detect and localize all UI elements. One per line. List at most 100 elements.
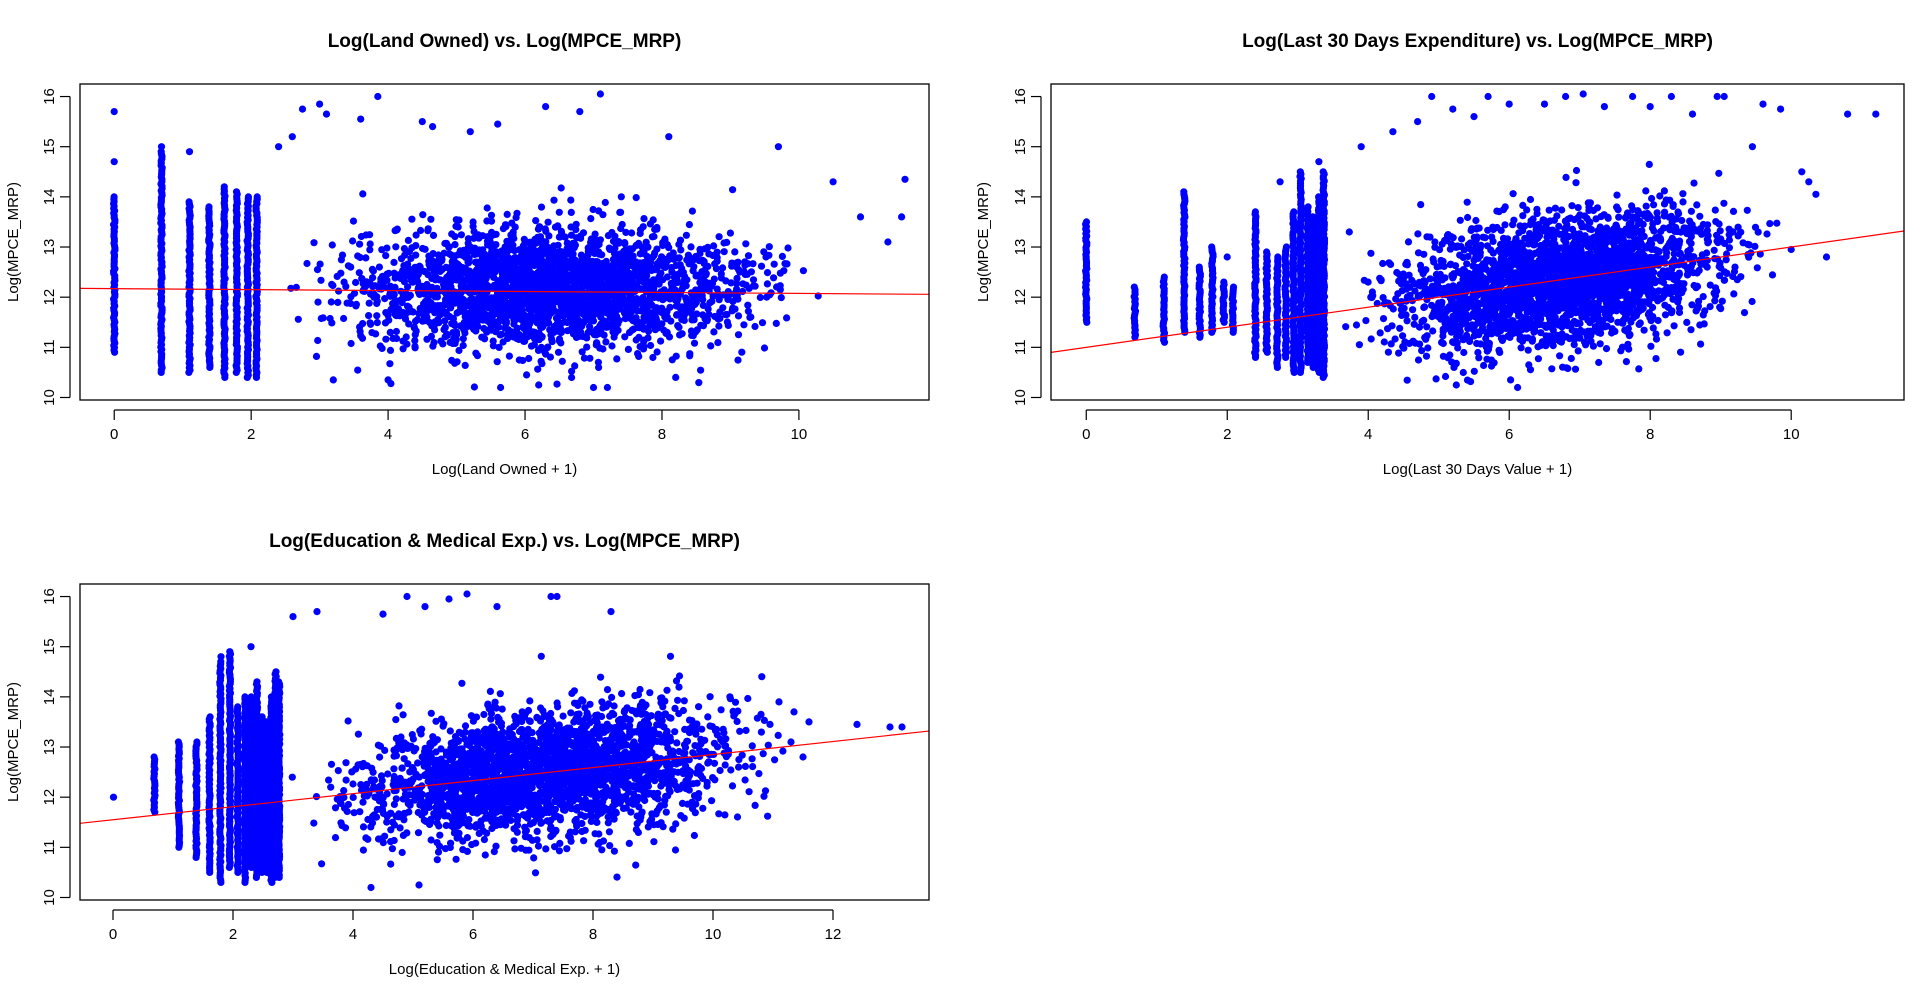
data-point — [483, 204, 491, 212]
data-point — [617, 305, 625, 313]
data-point — [586, 354, 594, 362]
data-point — [386, 346, 395, 354]
data-point — [489, 311, 497, 319]
data-point — [608, 289, 617, 297]
data-point — [338, 251, 347, 259]
data-point — [1629, 283, 1637, 291]
data-point — [1082, 218, 1091, 226]
data-point — [657, 337, 665, 345]
data-point — [708, 297, 716, 305]
data-point — [647, 341, 655, 350]
data-point — [551, 296, 559, 305]
data-point — [614, 251, 622, 259]
data-point — [512, 292, 520, 301]
data-point — [539, 243, 547, 251]
data-point — [1679, 190, 1687, 198]
data-point — [316, 100, 324, 108]
data-point — [510, 316, 518, 324]
data-point — [603, 383, 612, 392]
data-point — [429, 231, 438, 239]
data-point — [563, 239, 571, 247]
data-point — [470, 250, 479, 259]
data-point — [763, 280, 772, 288]
data-point — [778, 252, 787, 260]
data-point — [662, 329, 670, 338]
data-point — [584, 328, 592, 336]
data-point — [577, 328, 585, 336]
data-point — [428, 290, 436, 298]
data-point — [359, 190, 367, 198]
data-point — [633, 307, 642, 315]
x-tick-label: 6 — [521, 426, 529, 443]
data-point — [450, 334, 458, 343]
data-point — [510, 254, 519, 262]
data-point — [480, 273, 488, 282]
data-point — [784, 244, 792, 252]
data-point — [689, 256, 698, 264]
data-point — [621, 240, 629, 248]
data-point — [349, 237, 357, 245]
data-point — [594, 307, 602, 315]
data-point — [1734, 232, 1742, 240]
data-point — [763, 293, 771, 301]
data-point — [576, 298, 584, 306]
data-point — [729, 186, 737, 194]
data-point — [763, 269, 772, 277]
data-point — [1367, 249, 1375, 257]
data-point — [429, 123, 437, 131]
data-point — [714, 339, 722, 347]
data-point — [646, 220, 655, 228]
x-tick-label: 2 — [247, 426, 255, 443]
data-point — [576, 268, 584, 276]
data-point — [631, 265, 640, 273]
data-point — [722, 277, 730, 285]
data-point — [568, 367, 576, 375]
data-point — [504, 334, 512, 342]
data-point — [619, 252, 627, 260]
data-point — [534, 253, 543, 261]
data-point — [474, 294, 483, 302]
data-point — [711, 260, 719, 268]
data-point — [485, 326, 493, 334]
data-point — [381, 295, 389, 303]
data-point — [1458, 235, 1466, 243]
data-point — [433, 264, 441, 272]
data-point — [774, 143, 783, 151]
data-point — [628, 229, 636, 237]
data-point — [316, 260, 324, 268]
data-point — [528, 243, 536, 251]
data-point — [522, 300, 531, 308]
data-point — [1309, 213, 1317, 221]
data-point — [466, 298, 474, 306]
data-point — [1670, 322, 1678, 330]
data-point — [483, 233, 491, 241]
data-point — [772, 319, 780, 327]
data-point — [449, 329, 457, 337]
data-point — [534, 365, 542, 373]
data-point — [503, 210, 511, 218]
data-point — [545, 232, 553, 240]
data-point — [525, 354, 533, 363]
data-point — [541, 304, 549, 312]
data-point — [471, 258, 480, 266]
data-point — [829, 178, 837, 186]
data-point — [359, 287, 367, 295]
data-point — [466, 128, 474, 136]
data-point — [625, 300, 633, 308]
data-point — [298, 105, 307, 113]
data-point — [547, 331, 555, 339]
data-point — [1514, 383, 1522, 392]
data-point — [410, 324, 418, 332]
data-point — [523, 333, 532, 341]
data-point — [733, 261, 741, 269]
x-axis: 0 2 4 6 8 10 — [110, 409, 807, 443]
data-point — [729, 297, 737, 306]
data-point — [487, 319, 496, 327]
data-point — [604, 297, 613, 306]
data-point — [458, 295, 466, 303]
data-point — [542, 103, 550, 111]
data-point — [443, 330, 451, 338]
data-point — [557, 328, 565, 337]
data-point — [1220, 278, 1228, 286]
